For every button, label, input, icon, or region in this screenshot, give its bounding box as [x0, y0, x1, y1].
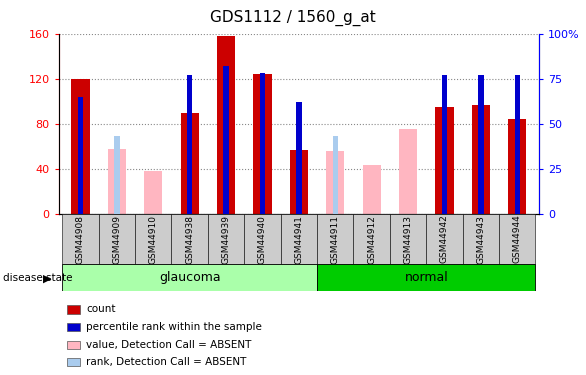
Text: GDS1112 / 1560_g_at: GDS1112 / 1560_g_at [210, 9, 376, 26]
Bar [399, 129, 417, 214]
Bar [332, 136, 338, 214]
Text: GSM44942: GSM44942 [440, 214, 449, 263]
Text: percentile rank within the sample: percentile rank within the sample [86, 322, 262, 332]
Bar [217, 36, 235, 214]
Text: rank, Detection Call = ABSENT: rank, Detection Call = ABSENT [86, 357, 247, 367]
Bar [363, 165, 381, 214]
Text: GSM44908: GSM44908 [76, 214, 85, 264]
Bar [244, 214, 281, 264]
Bar [515, 75, 520, 214]
Bar [71, 79, 90, 214]
Bar [98, 214, 135, 264]
Bar [442, 75, 447, 214]
Bar [180, 112, 199, 214]
Bar [62, 264, 317, 291]
Bar [317, 214, 353, 264]
Bar [223, 66, 229, 214]
Text: GSM44909: GSM44909 [113, 214, 121, 264]
Bar [62, 214, 98, 264]
Text: normal: normal [404, 271, 448, 284]
Bar [281, 214, 317, 264]
Text: GSM44912: GSM44912 [367, 214, 376, 264]
Text: disease state: disease state [3, 273, 73, 283]
Bar [108, 148, 126, 214]
Bar [187, 75, 192, 214]
Bar [463, 214, 499, 264]
Bar [289, 150, 308, 214]
Bar [144, 171, 162, 214]
Text: value, Detection Call = ABSENT: value, Detection Call = ABSENT [86, 340, 251, 350]
Bar [478, 75, 483, 214]
Bar [317, 264, 536, 291]
Text: GSM44944: GSM44944 [513, 214, 522, 263]
Bar [135, 214, 172, 264]
Text: GSM44940: GSM44940 [258, 214, 267, 264]
Bar [114, 136, 120, 214]
Bar [172, 214, 208, 264]
Bar [472, 105, 490, 214]
Text: GSM44938: GSM44938 [185, 214, 194, 264]
Bar [260, 74, 265, 214]
Text: GSM44910: GSM44910 [149, 214, 158, 264]
Text: GSM44941: GSM44941 [294, 214, 304, 264]
Bar [499, 214, 536, 264]
Bar [296, 102, 302, 214]
Text: GSM44913: GSM44913 [404, 214, 413, 264]
Bar [390, 214, 426, 264]
Text: ▶: ▶ [43, 273, 52, 283]
Text: glaucoma: glaucoma [159, 271, 220, 284]
Bar [353, 214, 390, 264]
Text: count: count [86, 304, 115, 314]
Text: GSM44911: GSM44911 [331, 214, 340, 264]
Bar [253, 74, 271, 214]
Bar [508, 119, 526, 214]
Bar [426, 214, 463, 264]
Text: GSM44939: GSM44939 [222, 214, 230, 264]
Bar [78, 97, 83, 214]
Bar [208, 214, 244, 264]
Bar [326, 151, 345, 214]
Bar [435, 107, 454, 214]
Text: GSM44943: GSM44943 [476, 214, 485, 264]
